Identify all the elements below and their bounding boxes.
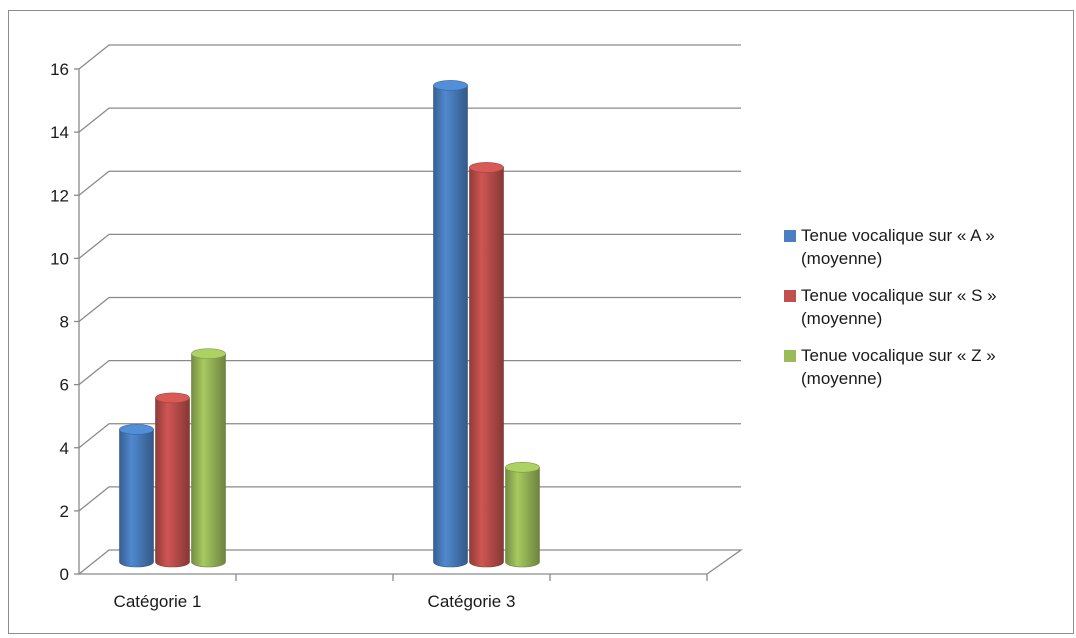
bar	[469, 162, 504, 568]
y-tick-label: 0	[60, 565, 69, 584]
gridline	[78, 107, 741, 133]
floor	[77, 549, 744, 575]
legend-label: (moyenne)	[801, 369, 882, 388]
bar	[155, 392, 190, 568]
legend-label: (moyenne)	[801, 309, 882, 328]
legend-swatch	[784, 350, 796, 362]
legend-swatch	[784, 290, 796, 302]
y-tick-labels: 0 2 4 6 8 10 12 14 16	[50, 60, 69, 584]
bar	[119, 424, 154, 568]
chart-frame: 0 2 4 6 8 10 12 14 16 Catégorie 1 Catégorie 3 Ten…	[8, 10, 1074, 634]
x-tick-label: Catégorie 1	[114, 592, 202, 611]
gridline	[78, 359, 741, 386]
y-tick-label: 4	[60, 439, 69, 458]
y-tick-label: 12	[50, 186, 69, 205]
legend-item: Tenue vocalique sur « S » (moyenne)	[784, 286, 997, 328]
legend-label: Tenue vocalique sur « Z »	[801, 346, 996, 365]
legend-swatch	[784, 230, 796, 242]
bar	[433, 80, 468, 568]
bars	[119, 80, 540, 568]
gridlines	[78, 44, 741, 512]
legend-label: Tenue vocalique sur « A »	[801, 226, 995, 245]
bar	[505, 462, 540, 568]
y-tick-label: 8	[60, 313, 69, 332]
x-tick-labels: Catégorie 1 Catégorie 3	[114, 592, 516, 611]
chart-canvas: 0 2 4 6 8 10 12 14 16 Catégorie 1 Catégorie 3 Ten…	[50, 44, 997, 611]
gridline	[78, 170, 741, 196]
legend: Tenue vocalique sur « A »(moyenne)Tenue …	[784, 226, 997, 388]
x-tick-label: Catégorie 3	[428, 592, 516, 611]
legend-label: Tenue vocalique sur « S »	[801, 286, 997, 305]
axes	[74, 68, 744, 581]
bar	[191, 348, 226, 568]
legend-item: Tenue vocalique sur « Z » (moyenne)	[784, 346, 996, 388]
y-tick-label: 14	[50, 123, 69, 142]
y-tick-label: 16	[50, 60, 69, 79]
legend-label: (moyenne)	[801, 249, 882, 268]
gridline	[78, 423, 741, 449]
gridline	[78, 233, 741, 259]
y-tick-label: 10	[50, 249, 69, 268]
gridline	[78, 296, 741, 323]
gridline	[78, 44, 741, 70]
legend-item: Tenue vocalique sur « A » (moyenne)	[784, 226, 995, 268]
y-tick-label: 2	[60, 502, 69, 521]
y-tick-label: 6	[60, 376, 69, 395]
